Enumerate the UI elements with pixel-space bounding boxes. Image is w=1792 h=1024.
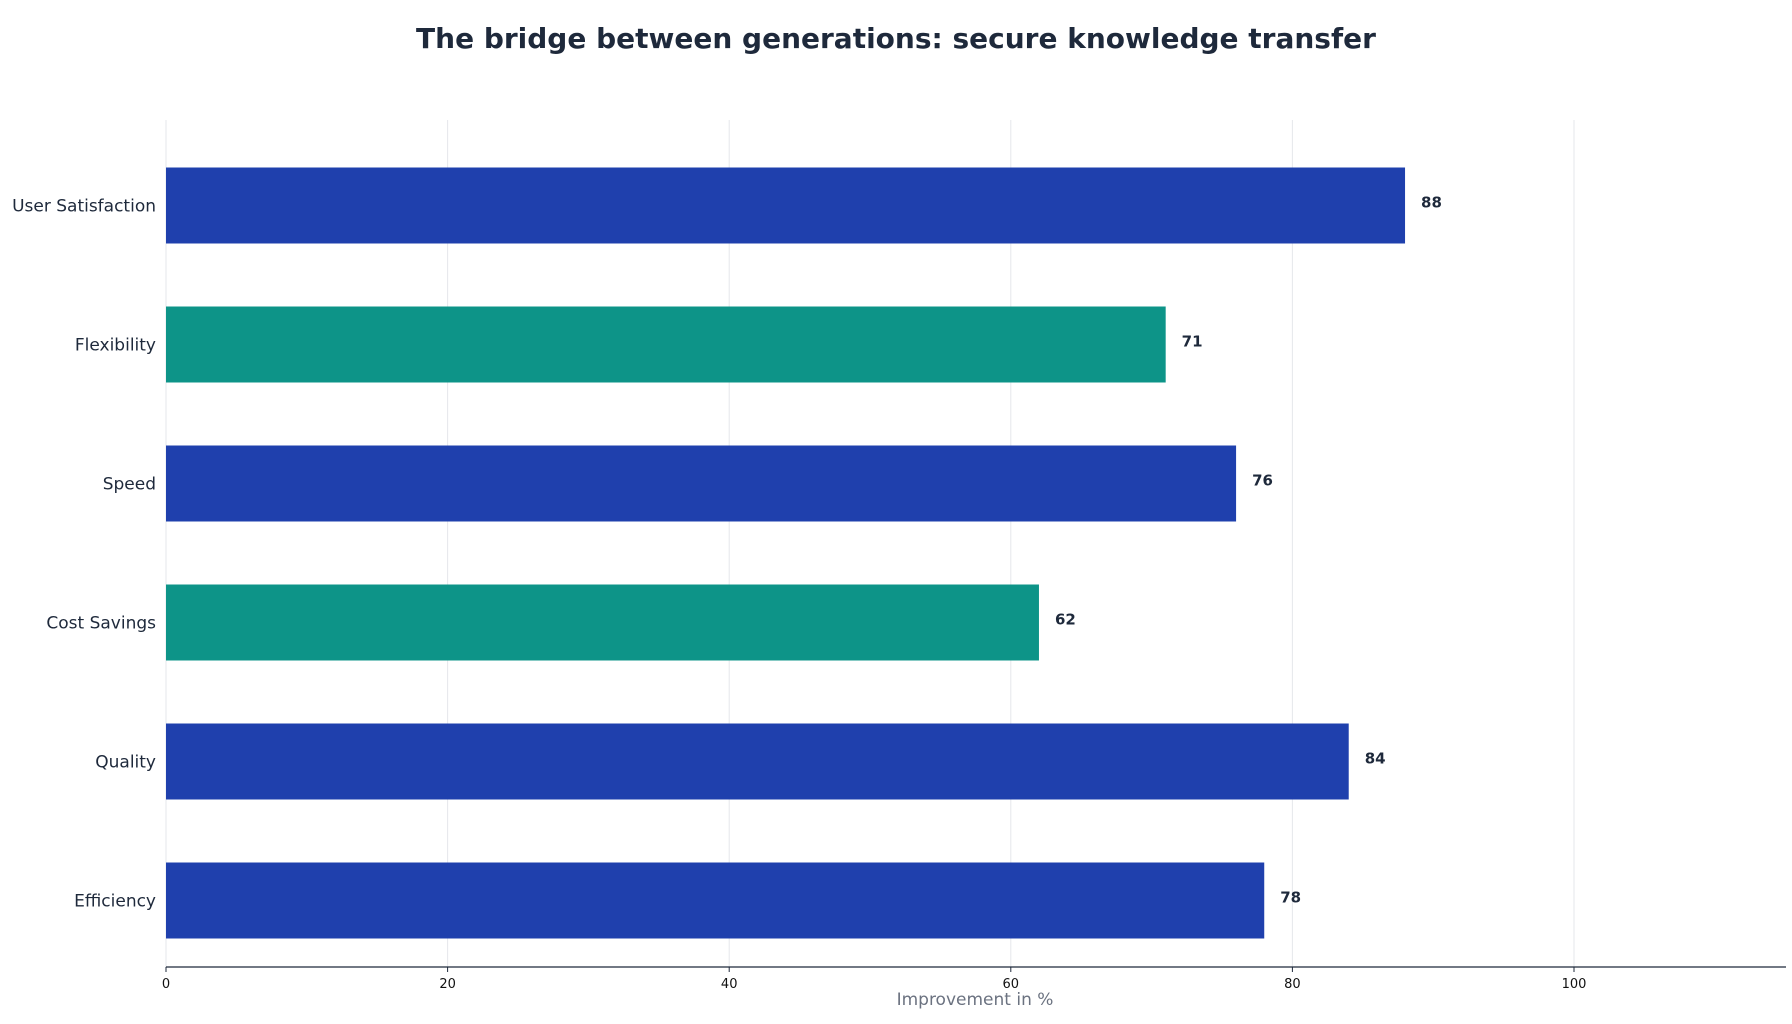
category-label: Flexibility [75,336,156,356]
bars [166,167,1406,939]
grid-lines [165,120,1575,967]
bar-user-satisfaction [166,167,1406,244]
category-labels: Efficiency Quality Cost Savings Speed Flexib… [12,197,156,912]
category-label: Efficiency [74,892,156,912]
x-tick-label: 60 [1003,977,1020,992]
bar-speed [166,445,1237,522]
x-tick-label: 0 [162,977,170,992]
category-label: User Satisfaction [12,197,156,217]
bar-flexibility [166,306,1166,383]
x-axis-title: Improvement in % [897,990,1054,1010]
x-axis: 0 20 40 60 80 100 [162,966,1786,992]
category-label: Cost Savings [46,614,156,634]
category-label: Speed [103,475,156,495]
value-label: 76 [1252,472,1273,490]
bar-quality [166,723,1349,800]
value-labels: 78 84 62 76 71 88 [1055,194,1442,907]
x-tick-label: 40 [721,977,738,992]
bar-efficiency [166,862,1265,939]
value-label: 84 [1365,750,1386,768]
chart-title: The bridge between generations: secure k… [416,22,1376,55]
value-label: 71 [1182,333,1203,351]
value-label: 62 [1055,611,1076,629]
value-label: 78 [1280,889,1301,907]
bar-cost-savings [166,584,1039,661]
x-tick-label: 20 [439,977,456,992]
x-tick-label: 80 [1284,977,1301,992]
value-label: 88 [1421,194,1442,212]
category-label: Quality [95,753,156,773]
x-tick-label: 100 [1562,977,1587,992]
